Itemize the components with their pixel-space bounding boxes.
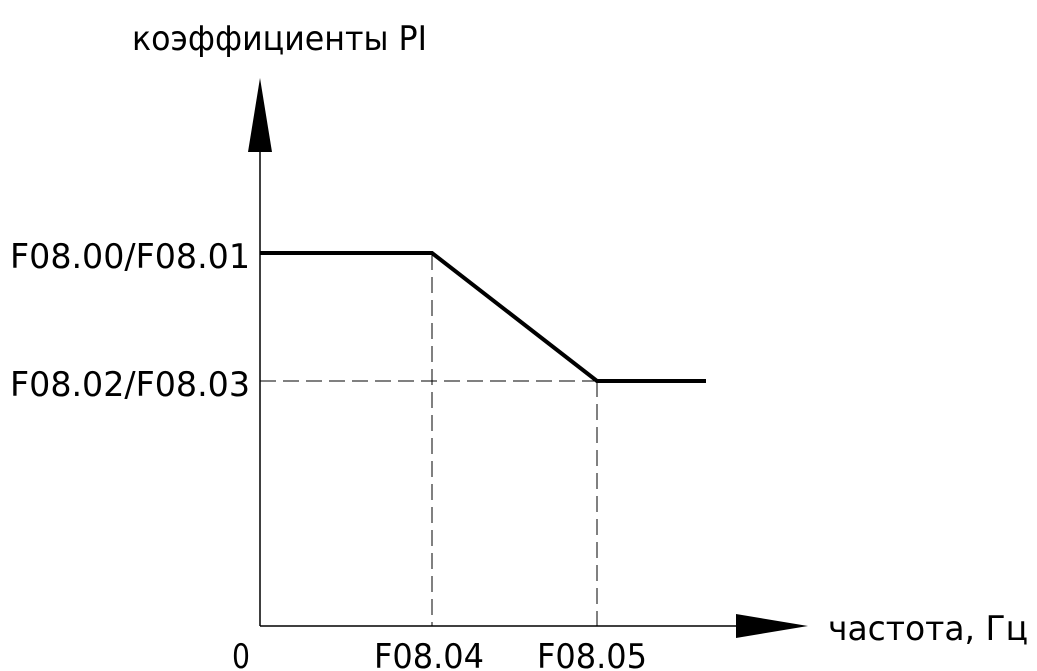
x-tick-f0804-label: F08.04 <box>374 637 484 671</box>
y-axis-label: коэффициенты PI <box>132 19 427 59</box>
x-axis-arrowhead <box>736 614 808 638</box>
y-axis-arrowhead <box>248 78 272 152</box>
y-tick-upper-label: F08.00/F08.01 <box>10 237 250 277</box>
x-axis-label: частота, Гц <box>828 609 1028 649</box>
pi-coefficient-curve <box>260 251 706 383</box>
origin-label: 0 <box>232 637 250 671</box>
x-tick-f0805-label: F08.05 <box>537 637 647 671</box>
y-tick-lower-label: F08.02/F08.03 <box>10 365 250 405</box>
